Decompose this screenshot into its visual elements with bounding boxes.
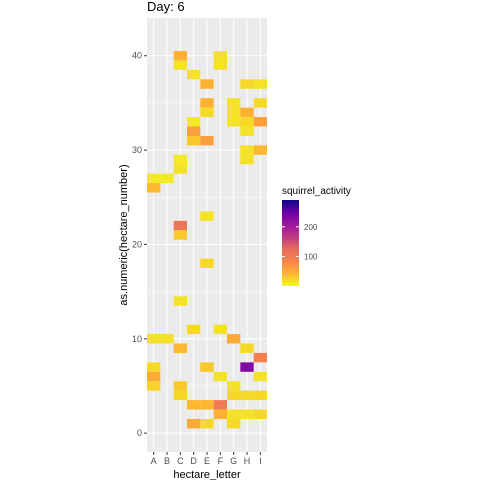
y-tick-label: 30 [132, 145, 142, 155]
heatmap-tile [173, 296, 187, 306]
y-tick-label: 0 [137, 428, 142, 438]
x-tick-label: G [230, 456, 237, 466]
x-tick-label: F [218, 456, 224, 466]
heatmap-tile [240, 409, 254, 419]
heatmap-tile [253, 79, 267, 89]
heatmap-tile [213, 400, 227, 410]
heatmap-tile [227, 107, 241, 118]
x-tick-label: A [151, 456, 157, 466]
heatmap-tile [187, 69, 201, 80]
heatmap-tile [227, 98, 241, 108]
x-tick-label: C [177, 456, 184, 466]
heatmap-tile [160, 173, 174, 184]
heatmap-tile [147, 183, 161, 193]
heatmap-tile [240, 362, 254, 372]
heatmap-tile [200, 98, 214, 108]
y-tick-label: 40 [132, 51, 142, 61]
heatmap-tile [173, 220, 187, 231]
heatmap-tile [213, 51, 227, 61]
heatmap-tile [213, 324, 227, 335]
heatmap-tile [173, 230, 187, 240]
heatmap-tile [253, 352, 267, 363]
x-tick-label: I [259, 456, 262, 466]
heatmap-tiles [147, 51, 267, 429]
heatmap-tile [187, 324, 201, 335]
heatmap-tile [240, 390, 254, 401]
legend-tick-label: 100 [304, 253, 318, 262]
heatmap-tile [227, 334, 241, 344]
legend-ticks: 100 200 [282, 223, 318, 262]
heatmap-tile [253, 117, 267, 127]
heatmap-tile [187, 117, 201, 127]
legend-tick-label: 200 [304, 223, 318, 232]
heatmap-tile [253, 390, 267, 401]
heatmap-tile [187, 400, 201, 410]
y-axis-title: as.numeric(hectare_number) [118, 164, 130, 305]
x-axis-title: hectare_letter [173, 469, 241, 480]
heatmap-tile [227, 409, 241, 419]
heatmap-tile [173, 154, 187, 165]
heatmap-tile [227, 390, 241, 401]
heatmap-tile [147, 173, 161, 184]
heatmap-tile [173, 381, 187, 391]
legend-title: squirrel_activity [282, 186, 351, 197]
heatmap-tile [253, 98, 267, 108]
heatmap-tile [253, 409, 267, 419]
heatmap-tile [227, 381, 241, 391]
heatmap-tile [187, 126, 201, 136]
heatmap-tile [147, 381, 161, 391]
heatmap-tile [200, 79, 214, 89]
heatmap-tile [173, 51, 187, 61]
heatmap-tile [147, 334, 161, 344]
heatmap-tile [200, 107, 214, 118]
x-tick-label: B [164, 456, 170, 466]
x-tick-label: H [244, 456, 251, 466]
x-tick-label: D [190, 456, 197, 466]
heatmap-tile [173, 164, 187, 174]
heatmap-tile [173, 390, 187, 401]
heatmap-tile [173, 60, 187, 70]
heatmap-tile [213, 409, 227, 419]
y-tick-label: 10 [132, 334, 142, 344]
heatmap-tile [173, 343, 187, 353]
heatmap-tile [200, 135, 214, 146]
heatmap-tile [240, 117, 254, 127]
heatmap-tile [253, 145, 267, 155]
heatmap-tile [213, 60, 227, 70]
heatmap-tile [240, 145, 254, 155]
heatmap-tile [240, 154, 254, 165]
y-tick-label: 20 [132, 239, 142, 249]
heatmap-tile [240, 126, 254, 136]
heatmap-tile [213, 371, 227, 382]
heatmap-tile [200, 418, 214, 429]
heatmap-tile [253, 371, 267, 382]
heatmap-tile [147, 362, 161, 372]
heatmap-tile [240, 107, 254, 118]
x-tick-label: E [204, 456, 210, 466]
y-axis: 0 10 20 30 40 [132, 51, 147, 438]
plot-title: Day: 6 [147, 0, 185, 14]
heatmap-tile [200, 211, 214, 221]
legend-colorbar [282, 200, 299, 286]
heatmap-tile [200, 362, 214, 372]
heatmap-tile [240, 343, 254, 353]
heatmap-tile [147, 371, 161, 382]
color-legend: squirrel_activity 100 200 [282, 186, 351, 286]
heatmap-tile [227, 117, 241, 127]
heatmap-tile [240, 79, 254, 89]
heatmap-tile [227, 418, 241, 429]
heatmap-tile [187, 418, 201, 429]
heatmap-tile [160, 334, 174, 344]
heatmap-tile [200, 400, 214, 410]
heatmap-tile [187, 135, 201, 146]
heatmap-tile [200, 258, 214, 269]
